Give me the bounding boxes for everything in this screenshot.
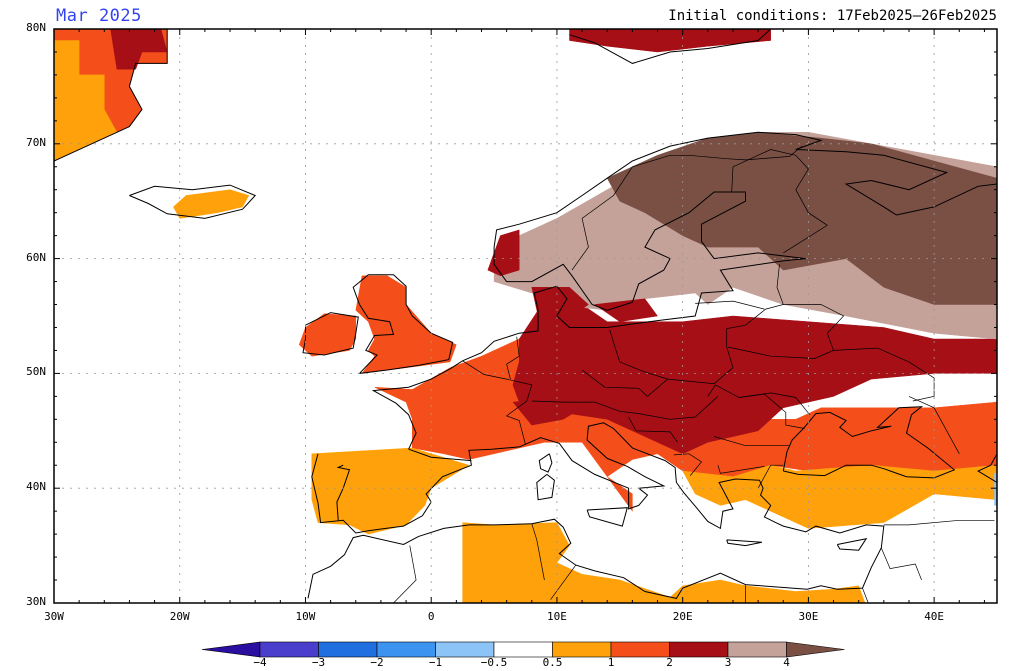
latitude-label: 30N: [26, 595, 46, 608]
country-border-8: [673, 453, 703, 476]
axis-ticks: [53, 28, 997, 604]
country-border-18: [757, 464, 784, 489]
spain-france-border: [408, 448, 472, 462]
country-border-16: [731, 149, 828, 254]
colorbar-segment: [610, 641, 670, 658]
longitude-label: 30E: [798, 610, 819, 623]
longitude-label: 30W: [44, 610, 64, 623]
country-border-2: [531, 396, 719, 420]
colorbar-label: −1: [428, 656, 443, 669]
colorbar-max-arrow: [786, 641, 845, 658]
colorbar-label: 0.5: [542, 656, 563, 669]
baltic-patch: [594, 298, 658, 322]
colorbar-label: −3: [311, 656, 326, 669]
greenland-coast: [54, 29, 168, 162]
country-border-17: [908, 396, 960, 454]
sardinia-coast: [536, 474, 555, 501]
colorbar-segment: [727, 641, 787, 658]
colorbar-segment: [669, 641, 729, 658]
country-border-23: [531, 523, 545, 581]
colorbar-label: 2: [666, 656, 673, 669]
latitude-label: 40N: [26, 480, 46, 494]
denmark-patch: [531, 287, 589, 319]
colorbar-label: 1: [607, 656, 615, 669]
country-border-6: [714, 436, 790, 447]
latitude-label: 60N: [26, 250, 46, 264]
country-border-19: [883, 519, 995, 526]
ireland-coast: [302, 312, 359, 356]
colorbar-label: −2: [370, 656, 384, 669]
latitude-label: 50N: [26, 365, 46, 379]
longitude-label: 20W: [169, 610, 190, 623]
crete-coast: [726, 539, 763, 547]
country-border-25: [862, 587, 869, 603]
ireland-anomaly: [298, 313, 357, 357]
colorbar-segment: [493, 641, 553, 658]
country-border-10: [726, 264, 784, 329]
iceland-anomaly: [173, 189, 250, 219]
black-sea-coast: [782, 406, 956, 479]
colorbar-segment: [435, 641, 495, 658]
iceland-coast: [129, 184, 257, 219]
colorbar-label: 4: [783, 656, 790, 669]
britain-coast: [352, 274, 454, 375]
longitude-label: 0: [427, 610, 435, 623]
colorbar-label: 3: [724, 656, 732, 669]
colorbar-segment: [376, 641, 436, 658]
colorbar-segment: [552, 641, 612, 658]
country-border-14: [739, 392, 810, 415]
longitude-label: 40E: [924, 610, 945, 623]
colorbar-segment: [259, 641, 319, 658]
colorbar-label: −4: [253, 656, 267, 669]
country-border-9: [628, 416, 678, 443]
country-border-15: [571, 145, 803, 271]
balkans-orange: [682, 464, 997, 529]
country-border-12: [783, 304, 845, 351]
initial-conditions-title: Initial conditions: 17Feb2025–26Feb2025: [668, 8, 997, 24]
colorbar-min-arrow: [201, 641, 261, 658]
longitude-label: 20E: [672, 610, 693, 623]
country-border-11: [695, 300, 765, 310]
forecast-month-title: Mar 2025: [56, 6, 142, 26]
map-frame: [53, 28, 998, 604]
country-border-22: [550, 564, 577, 600]
colorbar-segment: [318, 641, 378, 658]
corsica-coast: [538, 453, 553, 473]
caspian-edge: [977, 453, 997, 483]
latitude-label: 70N: [26, 135, 46, 149]
longitude-label: 10W: [295, 610, 316, 623]
gridlines: [54, 29, 997, 603]
mediterranean-north-coast: [307, 422, 885, 599]
country-border-4: [581, 369, 668, 397]
iberia-anomaly: [311, 447, 470, 535]
colorbar: [201, 641, 845, 658]
longitude-label: 10E: [546, 610, 567, 623]
latitude-label: 80N: [26, 21, 46, 34]
svalbard-coast: [569, 29, 772, 64]
norway-west: [487, 229, 520, 277]
anomaly-fill-layer: [54, 29, 997, 603]
north-africa-anomaly: [462, 522, 866, 603]
iberia-border: [336, 464, 351, 521]
greenland-dark-patch: [110, 29, 168, 70]
sicily-coast: [586, 507, 628, 527]
colorbar-label: −0.5: [480, 656, 508, 669]
europe-coast: [371, 131, 997, 450]
country-border-24: [393, 545, 417, 603]
country-border-20: [880, 547, 922, 581]
svalbard-anomaly: [569, 29, 771, 53]
alps-dark-patch: [512, 398, 583, 426]
cyprus-coast: [836, 537, 868, 551]
country-border-7: [717, 465, 765, 474]
country-border-1: [506, 336, 520, 380]
country-border-0: [462, 360, 533, 445]
